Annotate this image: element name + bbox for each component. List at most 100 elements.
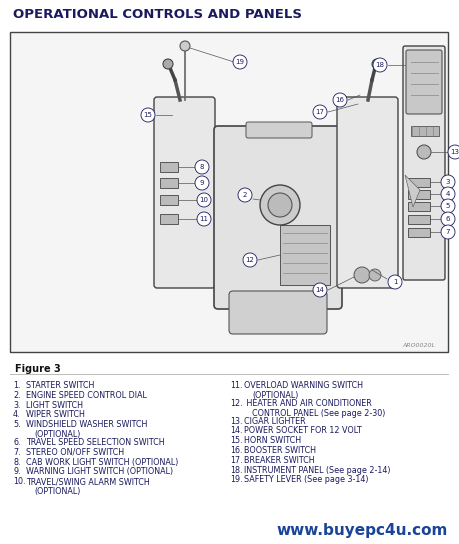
Text: 18: 18 xyxy=(375,62,385,68)
Polygon shape xyxy=(405,175,420,207)
Circle shape xyxy=(441,175,455,189)
Text: 9.: 9. xyxy=(13,467,21,477)
Text: LIGHT SWITCH: LIGHT SWITCH xyxy=(26,400,83,410)
FancyBboxPatch shape xyxy=(229,291,327,334)
Text: 17: 17 xyxy=(315,109,325,115)
Text: 5: 5 xyxy=(446,203,450,209)
Bar xyxy=(160,214,178,224)
Text: 8: 8 xyxy=(200,164,204,170)
Text: 4.: 4. xyxy=(13,410,21,419)
Text: ENGINE SPEED CONTROL DIAL: ENGINE SPEED CONTROL DIAL xyxy=(26,391,147,400)
Bar xyxy=(160,195,178,205)
Text: 7: 7 xyxy=(446,229,450,235)
Circle shape xyxy=(197,193,211,207)
Text: 19: 19 xyxy=(235,59,245,65)
Text: (OPTIONAL): (OPTIONAL) xyxy=(34,430,80,439)
Circle shape xyxy=(197,212,211,226)
Circle shape xyxy=(373,58,387,72)
Text: STARTER SWITCH: STARTER SWITCH xyxy=(26,381,95,390)
Text: CONTROL PANEL (See page 2-30): CONTROL PANEL (See page 2-30) xyxy=(252,409,386,418)
Circle shape xyxy=(313,283,327,297)
Text: 3.: 3. xyxy=(13,400,21,410)
Text: CAB WORK LIGHT SWITCH (OPTIONAL): CAB WORK LIGHT SWITCH (OPTIONAL) xyxy=(26,458,179,467)
Text: (OPTIONAL): (OPTIONAL) xyxy=(34,487,80,496)
Text: BOOSTER SWITCH: BOOSTER SWITCH xyxy=(244,446,316,455)
Circle shape xyxy=(448,145,459,159)
FancyBboxPatch shape xyxy=(403,46,445,280)
Text: OVERLOAD WARNING SWITCH: OVERLOAD WARNING SWITCH xyxy=(244,381,363,390)
Text: 15.: 15. xyxy=(230,436,243,446)
Bar xyxy=(10,32,448,352)
Text: 12.: 12. xyxy=(230,399,243,408)
Bar xyxy=(411,126,439,136)
Circle shape xyxy=(163,59,173,69)
FancyBboxPatch shape xyxy=(154,97,215,288)
Circle shape xyxy=(441,199,455,213)
Text: 14.: 14. xyxy=(230,426,242,436)
Bar xyxy=(408,202,430,211)
Text: 13: 13 xyxy=(450,149,459,155)
FancyBboxPatch shape xyxy=(406,50,442,114)
Text: 11.: 11. xyxy=(230,381,242,390)
Bar xyxy=(160,162,178,172)
Text: 2.: 2. xyxy=(13,391,21,400)
Text: 17.: 17. xyxy=(230,456,243,465)
Circle shape xyxy=(195,160,209,174)
Text: 3: 3 xyxy=(446,179,450,185)
Text: 19.: 19. xyxy=(230,475,243,485)
Text: OPERATIONAL CONTROLS AND PANELS: OPERATIONAL CONTROLS AND PANELS xyxy=(13,8,302,21)
Text: 11: 11 xyxy=(200,216,208,222)
Text: 13.: 13. xyxy=(230,417,242,425)
FancyBboxPatch shape xyxy=(337,97,398,288)
Text: 14: 14 xyxy=(316,287,325,293)
Text: (OPTIONAL): (OPTIONAL) xyxy=(252,391,298,400)
Text: HORN SWITCH: HORN SWITCH xyxy=(244,436,301,446)
Bar xyxy=(408,228,430,237)
Circle shape xyxy=(441,212,455,226)
FancyBboxPatch shape xyxy=(214,126,342,309)
Text: 12: 12 xyxy=(246,257,254,263)
Circle shape xyxy=(180,41,190,51)
Text: 6.: 6. xyxy=(13,438,21,447)
Text: 7.: 7. xyxy=(13,448,21,457)
Circle shape xyxy=(243,253,257,267)
Text: INSTRUMENT PANEL (See page 2-14): INSTRUMENT PANEL (See page 2-14) xyxy=(244,466,391,475)
Text: WIPER SWITCH: WIPER SWITCH xyxy=(26,410,85,419)
Circle shape xyxy=(441,187,455,201)
Text: 2: 2 xyxy=(243,192,247,198)
Circle shape xyxy=(195,176,209,190)
Text: 8.: 8. xyxy=(13,458,21,467)
Circle shape xyxy=(238,188,252,202)
Circle shape xyxy=(441,225,455,239)
Text: TRAVEL SPEED SELECTION SWITCH: TRAVEL SPEED SELECTION SWITCH xyxy=(26,438,165,447)
Text: 16.: 16. xyxy=(230,446,242,455)
Text: 10.: 10. xyxy=(13,477,26,486)
Text: WINDSHIELD WASHER SWITCH: WINDSHIELD WASHER SWITCH xyxy=(26,420,147,429)
Text: 16: 16 xyxy=(336,97,345,103)
Bar xyxy=(408,215,430,224)
Text: 15: 15 xyxy=(144,112,152,118)
Text: 4: 4 xyxy=(446,191,450,197)
Circle shape xyxy=(268,193,292,217)
Text: 10: 10 xyxy=(200,197,208,203)
Text: 5.: 5. xyxy=(13,420,21,429)
Bar xyxy=(160,178,178,188)
Text: 6: 6 xyxy=(446,216,450,222)
Bar xyxy=(280,225,330,285)
Bar xyxy=(408,178,430,187)
Text: TRAVEL/SWING ALARM SWITCH: TRAVEL/SWING ALARM SWITCH xyxy=(26,477,150,486)
Circle shape xyxy=(233,55,247,69)
Circle shape xyxy=(333,93,347,107)
Circle shape xyxy=(354,267,370,283)
Bar xyxy=(408,190,430,199)
Text: 18.: 18. xyxy=(230,466,242,475)
Text: www.buyepc4u.com: www.buyepc4u.com xyxy=(277,523,448,538)
Text: BREAKER SWITCH: BREAKER SWITCH xyxy=(244,456,314,465)
Text: 1.: 1. xyxy=(13,381,21,390)
Circle shape xyxy=(313,105,327,119)
Text: 1: 1 xyxy=(393,279,397,285)
Circle shape xyxy=(372,59,382,69)
Circle shape xyxy=(417,145,431,159)
Text: WARNING LIGHT SWITCH (OPTIONAL): WARNING LIGHT SWITCH (OPTIONAL) xyxy=(26,467,173,477)
Text: SAFETY LEVER (See page 3-14): SAFETY LEVER (See page 3-14) xyxy=(244,475,369,485)
